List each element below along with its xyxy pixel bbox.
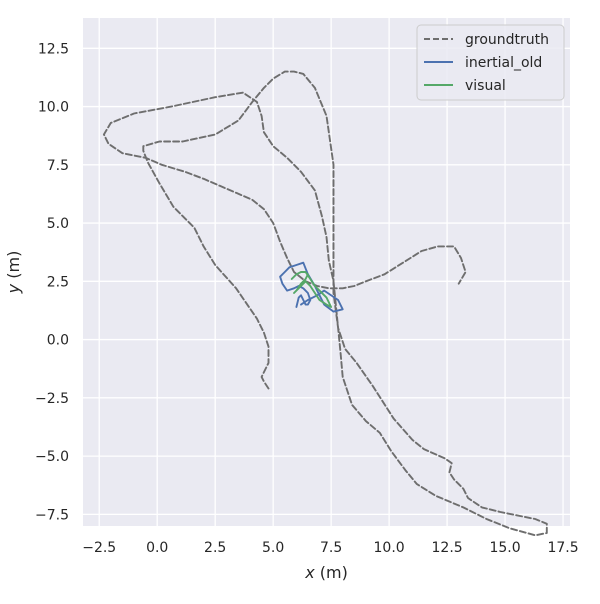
tick-labels: −2.5 0.0 2.5 5.0 7.5 10.0 12.5 15.0 17.5 −7.5 −5.0…	[35, 41, 579, 556]
x-tick-label: −2.5	[82, 540, 116, 556]
legend-label: groundtruth	[465, 32, 549, 48]
y-tick-label: 7.5	[47, 158, 69, 174]
legend-label: inertial_old	[465, 55, 542, 71]
y-tick-label: 2.5	[47, 274, 69, 290]
y-tick-label: −5.0	[35, 449, 69, 465]
series-line-visual	[290, 271, 333, 308]
y-tick-label: 5.0	[47, 216, 69, 232]
x-tick-label: 15.0	[489, 540, 520, 556]
x-tick-label: 7.5	[320, 540, 342, 556]
series-line-groundtruth	[102, 70, 548, 537]
legend-label: visual	[465, 78, 506, 94]
x-axis-label: x (m)	[304, 563, 348, 582]
y-tick-label: 0.0	[47, 333, 69, 349]
x-tick-label: 12.5	[432, 540, 463, 556]
y-axis-label: y (m)	[4, 251, 23, 295]
y-tick-label: −2.5	[35, 391, 69, 407]
legend-box	[416, 24, 565, 101]
grid	[83, 18, 570, 526]
x-tick-label: 0.0	[146, 540, 168, 556]
y-tick-label: 12.5	[38, 41, 69, 57]
y-tick-label: −7.5	[35, 507, 69, 523]
series-line-inertial-old	[279, 261, 344, 313]
x-tick-label: 10.0	[374, 540, 405, 556]
x-tick-label: 2.5	[204, 540, 226, 556]
plot-area	[83, 18, 570, 526]
series-layer	[102, 70, 548, 537]
x-tick-label: 17.5	[547, 540, 578, 556]
y-tick-label: 10.0	[38, 100, 69, 116]
x-tick-label: 5.0	[262, 540, 284, 556]
